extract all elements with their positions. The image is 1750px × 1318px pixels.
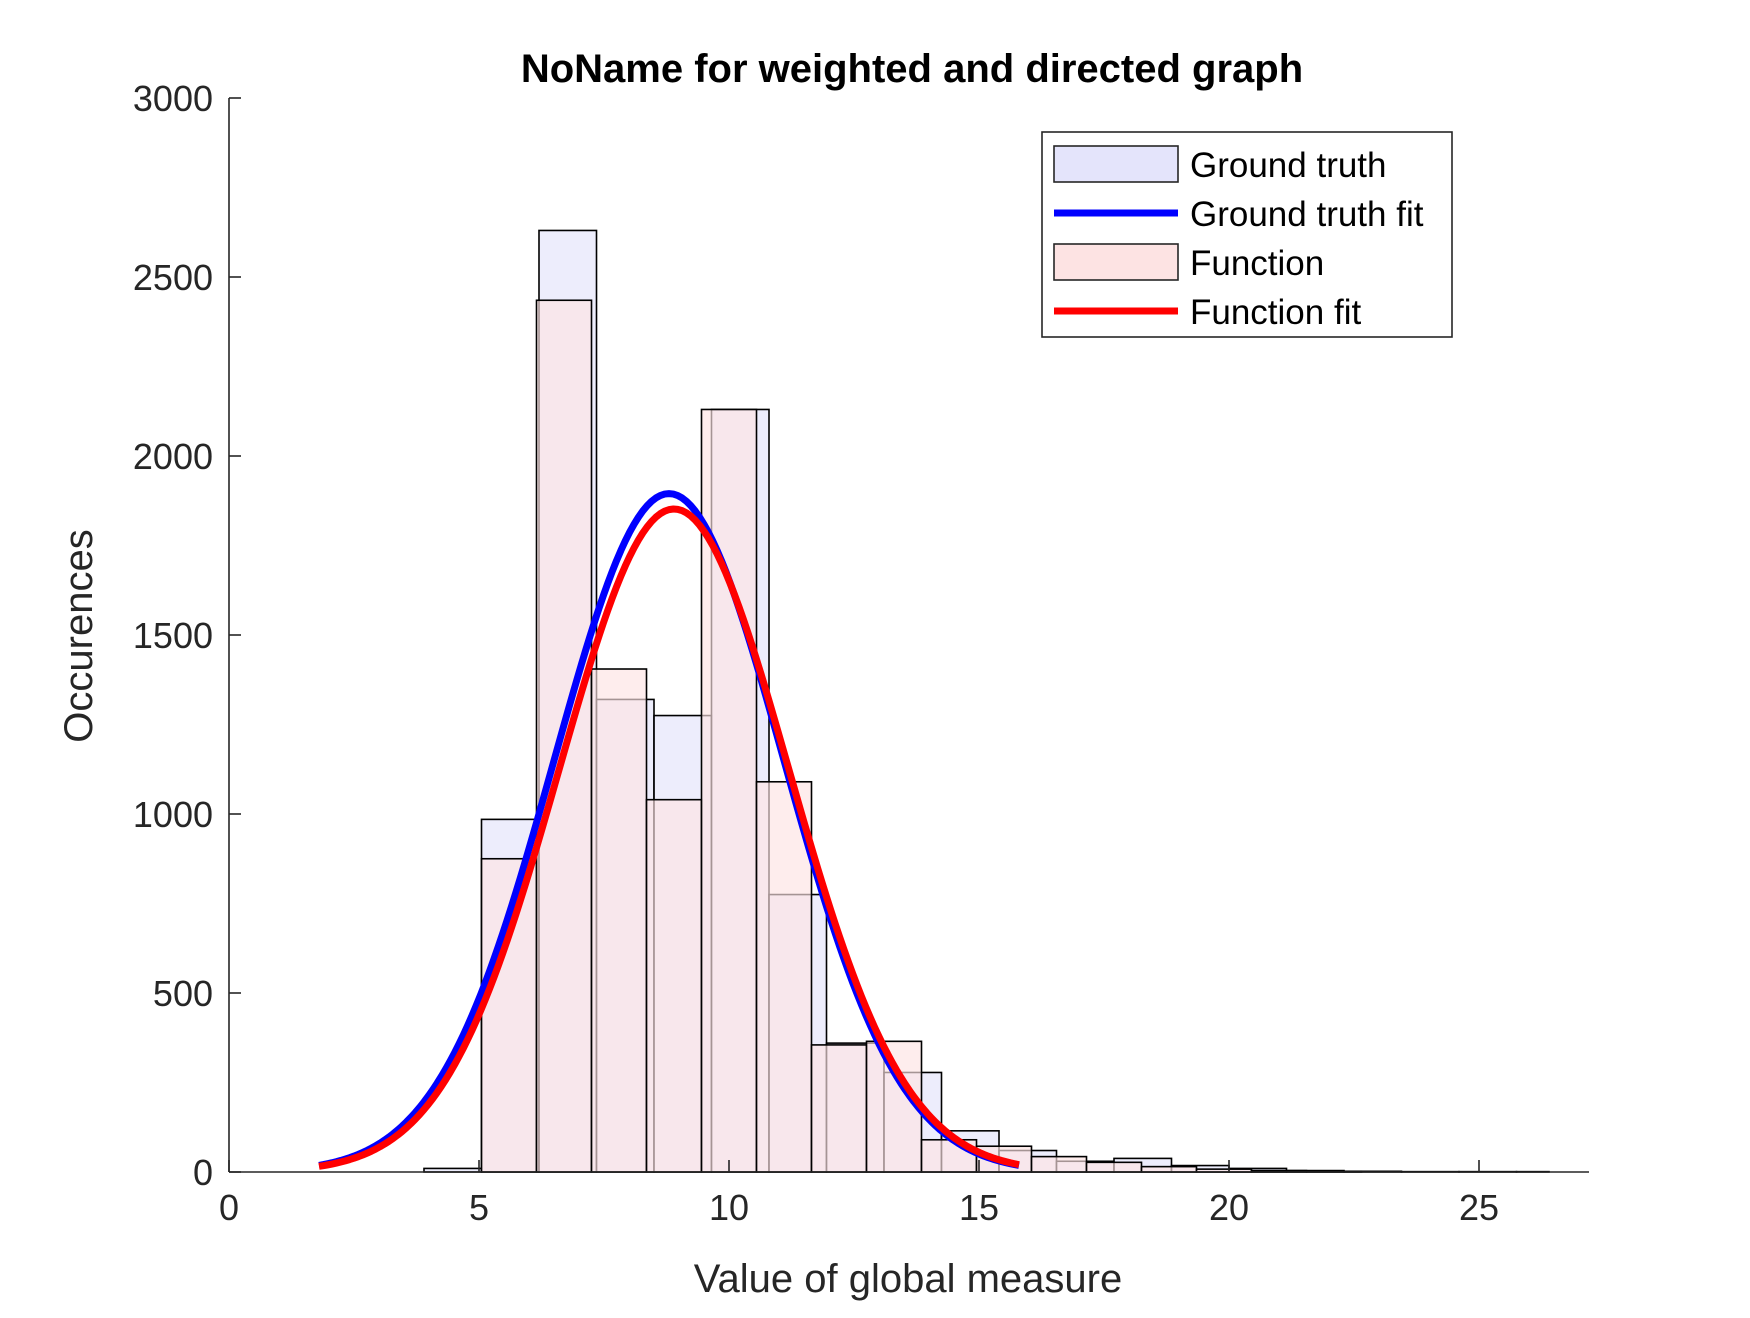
- legend-label-function-fit: Function fit: [1190, 293, 1361, 332]
- function-bar-3: [592, 669, 647, 1172]
- function-bar-13: [1142, 1167, 1197, 1172]
- chart-title: NoName for weighted and directed graph: [521, 47, 1303, 91]
- y-tick-label: 1000: [133, 794, 213, 835]
- x-tick-label: 15: [959, 1187, 999, 1228]
- y-tick-label: 1500: [133, 615, 213, 656]
- legend-label-function: Function: [1190, 244, 1324, 283]
- legend-swatch-ground-truth: [1054, 146, 1178, 182]
- y-tick-label: 2000: [133, 436, 213, 477]
- function-bar-5: [702, 409, 757, 1172]
- function-bar-12: [1087, 1162, 1142, 1172]
- function-bar-7: [812, 1045, 867, 1172]
- x-tick-label: 20: [1209, 1187, 1249, 1228]
- legend: Ground truth Ground truth fit Function Func…: [1042, 132, 1452, 337]
- function-bar-4: [647, 800, 702, 1172]
- x-axis-label: Value of global measure: [694, 1257, 1122, 1301]
- x-tick-label: 25: [1459, 1187, 1499, 1228]
- legend-label-ground-truth: Ground truth: [1190, 146, 1387, 185]
- y-axis-label: Occurences: [57, 529, 101, 742]
- x-tick-label: 10: [709, 1187, 749, 1228]
- y-tick-label: 2500: [133, 257, 213, 298]
- legend-label-ground-truth-fit: Ground truth fit: [1190, 195, 1424, 234]
- y-tick-label: 500: [153, 973, 213, 1014]
- x-tick-label: 0: [219, 1187, 239, 1228]
- function-bar-11: [1032, 1157, 1087, 1172]
- y-tick-label: 3000: [133, 78, 213, 119]
- y-tick-label: 0: [193, 1152, 213, 1193]
- x-tick-label: 5: [469, 1187, 489, 1228]
- legend-swatch-function: [1054, 244, 1178, 280]
